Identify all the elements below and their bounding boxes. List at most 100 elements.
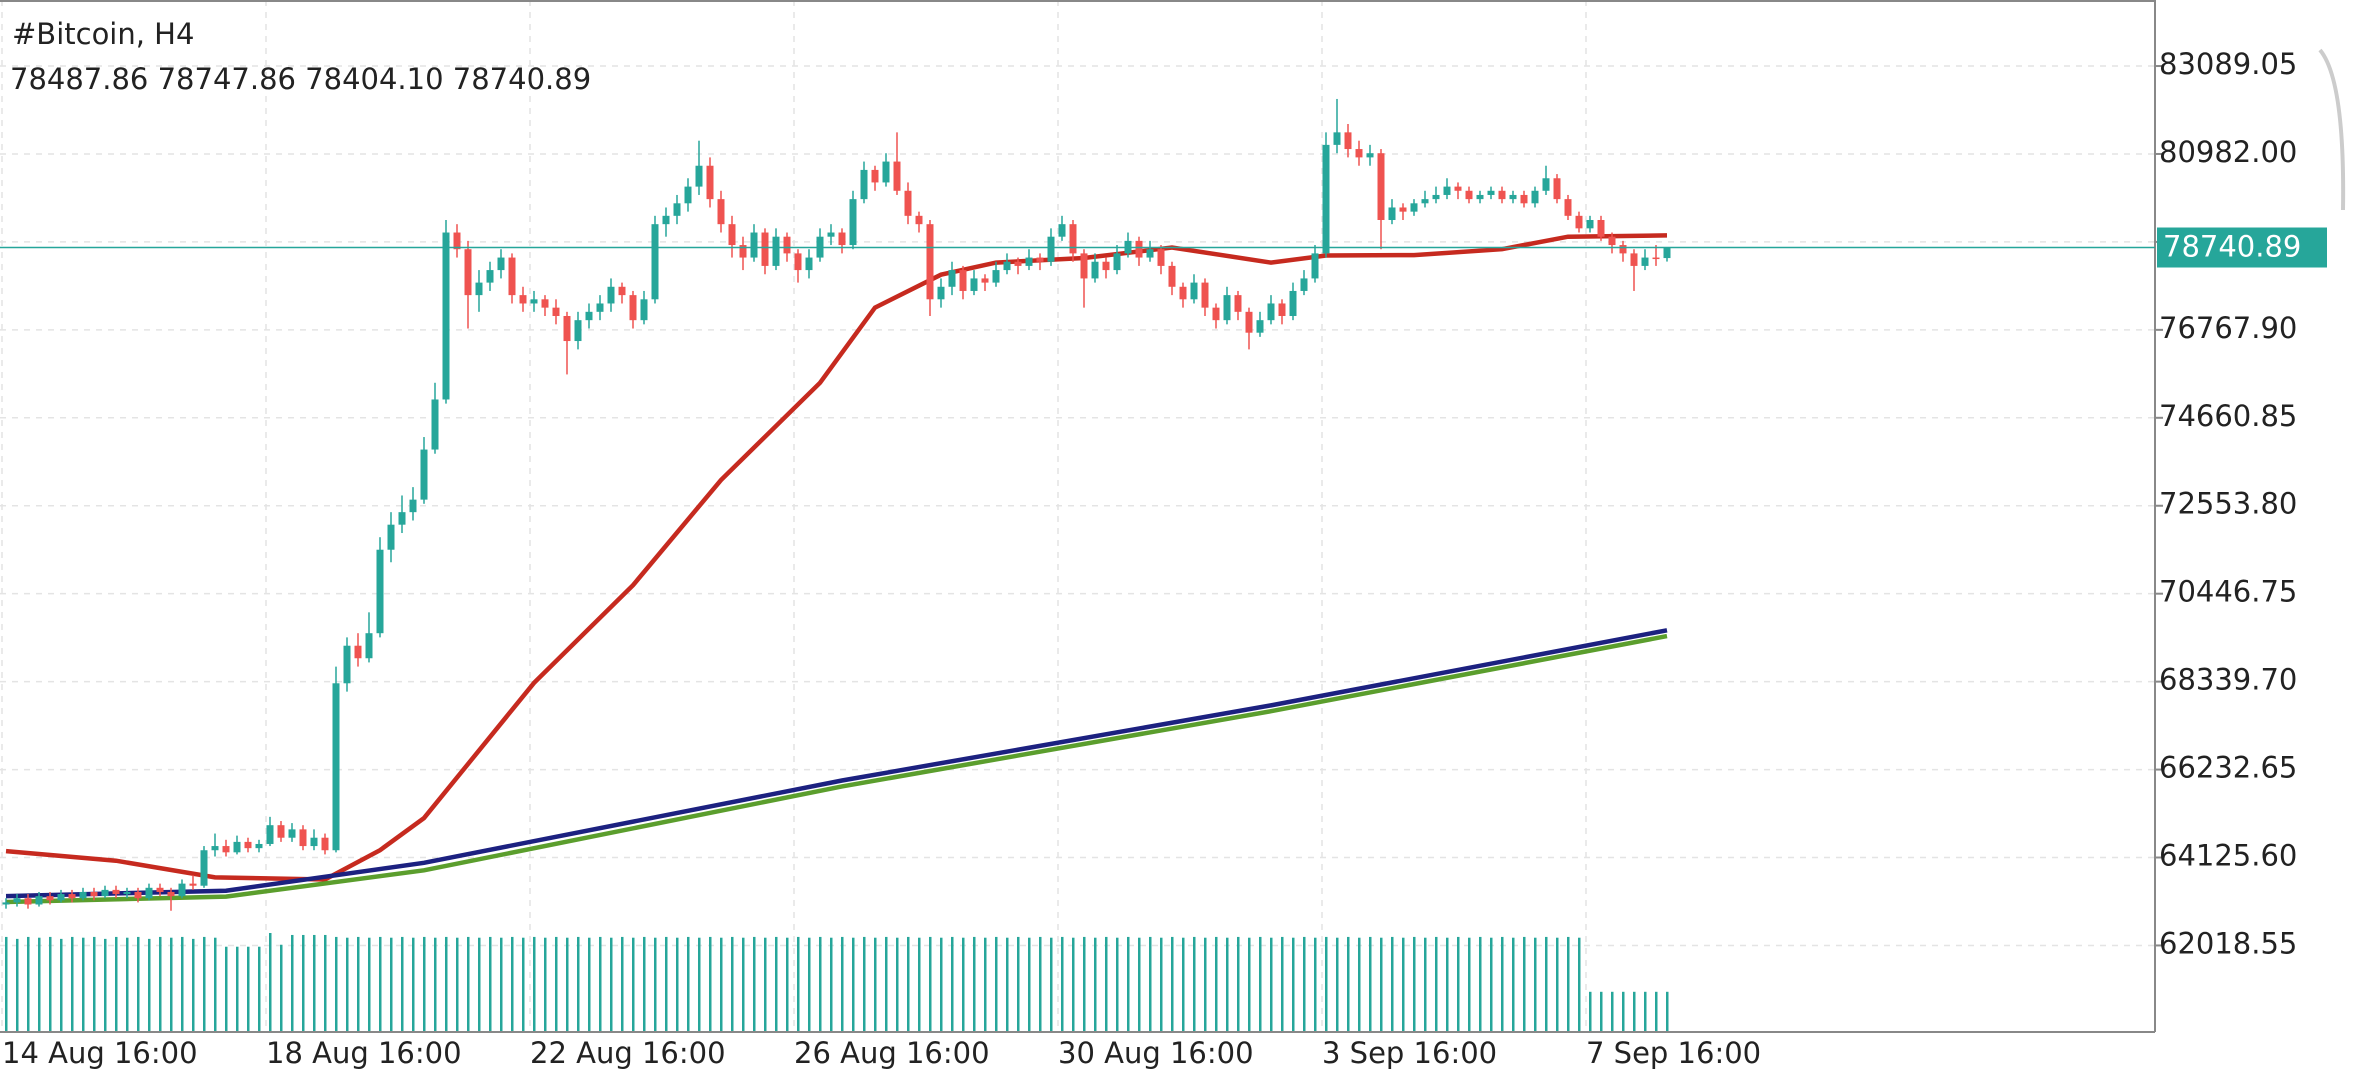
volume-bar [291,934,294,1031]
volume-bar [467,936,470,1031]
candle-body [409,499,417,513]
volume-bar [1259,936,1262,1031]
candle-body [1014,261,1022,266]
candle-body [1311,253,1319,279]
candle-body [167,891,175,897]
candle-body [651,224,659,300]
volume-bar [720,937,723,1031]
candle-body [981,278,989,283]
candle-body [1289,290,1297,316]
volume-bar [1083,936,1086,1031]
candle-body [1443,186,1451,195]
candle-body [926,224,934,300]
volume-bar [566,937,569,1031]
volume-bar [1567,936,1570,1031]
volume-bar [1193,936,1196,1031]
volume-bar [555,936,558,1031]
volume-bar [1292,937,1295,1031]
candle-body [277,825,285,838]
volume-bar [478,937,481,1031]
candle-body [68,894,76,899]
volume-bar [1336,937,1339,1031]
candle-body [1597,219,1605,237]
volume-bar [1039,936,1042,1031]
candle-body [178,883,186,897]
volume-bar [203,936,206,1031]
volume-bar [214,937,217,1031]
candle-body [1520,194,1528,204]
volume-bar [1215,936,1218,1031]
volume-bar [1358,937,1361,1031]
y-tick-label: 74660.85 [2159,399,2297,433]
ohlc-info: 78487.86 78747.86 78404.10 78740.89 [10,62,591,96]
volume-bar [1556,937,1559,1031]
candle-body [937,286,945,300]
y-tick-label: 64125.60 [2159,839,2297,873]
price-label-bg [2157,227,2327,268]
candle-body [772,236,780,266]
chart-title: #Bitcoin, H4 [12,17,194,51]
volume-bar [137,936,140,1031]
volume-bar [874,937,877,1031]
volume-bar [71,936,74,1031]
candle-body [1377,153,1385,220]
candle-body [948,270,956,287]
candle-body [420,449,428,500]
candle-body [255,843,263,849]
candle-body [189,883,197,886]
volume-bar [1149,936,1152,1031]
x-tick-label: 7 Sep 16:00 [1586,1036,1761,1070]
candle-body [607,286,615,304]
candle-body [673,203,681,216]
candle-body [1025,257,1033,266]
volume-bar [907,936,910,1031]
volume-bar [951,936,954,1031]
volume-bar [1369,936,1372,1031]
volume-bar [1204,937,1207,1031]
candle-body [354,645,362,659]
volume-bar [1402,937,1405,1031]
volume-bar [1523,936,1526,1031]
x-tick-label: 26 Aug 16:00 [794,1036,990,1070]
volume-bar [709,936,712,1031]
volume-bar [104,938,107,1031]
candle-body [24,898,32,905]
volume-bar [643,936,646,1031]
candle-body [1179,286,1187,300]
candle-body [1575,215,1583,229]
volume-bar [192,938,195,1031]
volume-bar [1391,936,1394,1031]
candle-body [1278,303,1286,316]
grid [0,0,2155,1031]
moving-average [5,233,1668,882]
candle-body [1267,303,1275,321]
volume-bar [522,937,525,1031]
volume-bar [511,936,514,1031]
candle-body [211,846,219,851]
volume-bar [1534,937,1537,1031]
volume-bar [93,936,96,1031]
volume-bar [599,936,602,1031]
volume-bar [698,937,701,1031]
candle-body [299,829,307,847]
candle-body [640,299,648,321]
candle-body [662,215,670,225]
candle-body [1476,194,1484,200]
volume-bar [808,937,811,1031]
volume-bar [1578,937,1581,1031]
volume-bar [1028,937,1031,1031]
volume-bar [819,936,822,1031]
candle-body [1234,295,1242,312]
candle-body [1212,307,1220,321]
candle-body [541,299,549,308]
candle-body [695,165,703,187]
candle-body [156,887,164,892]
candle-body [1421,199,1429,204]
candle-body [805,257,813,271]
volume-bar [896,937,899,1031]
volume-bar [1446,937,1449,1031]
candle-body [1036,257,1044,262]
volume-bar [280,944,283,1031]
candle-body [1399,207,1407,212]
